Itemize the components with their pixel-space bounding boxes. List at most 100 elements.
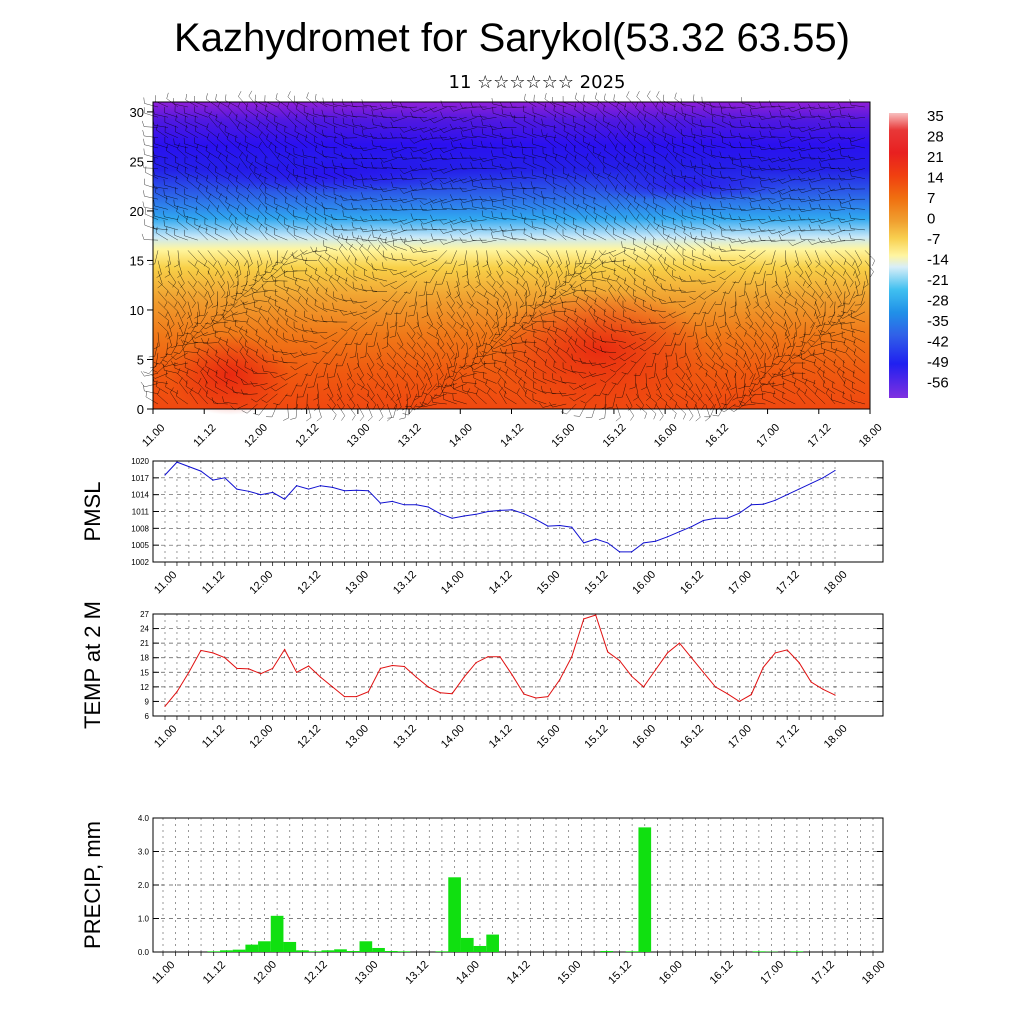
wind-barb	[616, 383, 627, 398]
wind-barb	[187, 311, 193, 330]
data-point	[774, 652, 776, 654]
wind-barb	[475, 270, 481, 289]
wind-barb	[359, 145, 378, 152]
wind-barb	[850, 394, 866, 405]
wind-barb	[768, 144, 786, 150]
wind-barb	[574, 338, 587, 353]
wind-barb	[165, 196, 179, 210]
wind-barb	[286, 164, 298, 179]
wind-barb	[673, 321, 686, 335]
wind-barb	[710, 241, 726, 251]
wind-barb	[469, 176, 487, 182]
wind-barb	[439, 228, 457, 234]
wind-barb	[175, 176, 188, 190]
wind-barb	[391, 253, 407, 261]
wind-barb	[184, 198, 198, 210]
wind-barb	[600, 373, 617, 383]
wind-barb	[585, 204, 597, 220]
wind-barb	[230, 281, 238, 298]
wind-barb	[255, 155, 268, 169]
wind-barb	[347, 255, 358, 272]
wind-barb	[628, 342, 647, 350]
wind-barb	[235, 175, 248, 190]
colorbar-label: -14	[927, 252, 949, 269]
data-point	[619, 660, 621, 662]
wind-barb	[459, 217, 477, 223]
wind-barb	[758, 226, 776, 232]
wind-barb	[265, 226, 278, 241]
data-point	[654, 669, 657, 671]
wind-barb	[704, 403, 716, 418]
wind-barb	[588, 360, 607, 366]
wind-barb	[429, 198, 447, 204]
wind-barb	[167, 270, 177, 288]
wind-barb	[542, 167, 557, 179]
precip-bar	[384, 950, 398, 952]
wind-barb	[376, 383, 389, 399]
x-tick-label: 16.00	[657, 959, 685, 987]
wind-barb	[406, 352, 419, 368]
y-tick-label: 1002	[131, 558, 149, 567]
wind-barb	[334, 196, 348, 210]
wind-barb	[695, 352, 703, 370]
wind-barb	[211, 325, 228, 333]
precip-bar	[638, 827, 652, 952]
wind-barb	[485, 379, 497, 394]
wind-barb	[635, 102, 647, 118]
wind-barb	[768, 215, 786, 222]
series-line	[164, 461, 836, 553]
data-point	[798, 661, 800, 664]
wind-barb	[293, 157, 308, 169]
wind-barb	[579, 260, 597, 270]
wind-barb	[603, 156, 617, 169]
wind-barb	[471, 139, 487, 149]
wind-barb	[695, 342, 702, 360]
wind-barb	[353, 270, 368, 282]
data-point	[822, 688, 824, 690]
wind-barb	[852, 370, 866, 384]
wind-barb	[805, 301, 817, 317]
wind-barb	[563, 207, 577, 220]
wind-barb	[177, 143, 189, 159]
wind-barb	[460, 163, 477, 170]
wind-barb	[496, 250, 503, 268]
wind-barb	[170, 352, 188, 360]
wind-barb	[562, 106, 577, 118]
x-tick-label: 13.00	[353, 959, 381, 987]
wind-barb	[491, 232, 507, 241]
wind-barb	[817, 147, 836, 153]
wind-barb	[546, 250, 554, 268]
wind-barb	[261, 393, 278, 403]
wind-barb	[406, 332, 416, 349]
wind-barb	[584, 287, 597, 302]
wind-barb	[194, 137, 208, 149]
wind-barb	[843, 338, 856, 353]
wind-barb	[739, 260, 756, 270]
wind-barb	[549, 402, 567, 408]
wind-barb	[748, 389, 766, 396]
chart-title: Kazhydromet for Sarykol(53.32 63.55)	[174, 16, 850, 60]
wind-barb	[624, 185, 637, 200]
wind-barb	[655, 112, 667, 128]
wind-barb	[788, 225, 806, 232]
wind-barb	[410, 203, 427, 210]
wind-barb	[459, 126, 477, 132]
wind-barb	[391, 181, 407, 190]
wind-barb	[787, 332, 796, 348]
wind-barb	[594, 215, 607, 231]
wind-barb	[661, 219, 676, 231]
data-point	[499, 509, 501, 511]
wind-barb	[652, 187, 666, 200]
wind-barb	[459, 178, 477, 184]
wind-barb	[429, 393, 447, 400]
wind-barb	[725, 342, 738, 356]
wind-barb	[301, 324, 318, 333]
wind-barb	[413, 311, 419, 329]
data-point	[762, 666, 764, 669]
wind-barb	[593, 227, 607, 241]
wind-barb	[452, 393, 467, 405]
wind-barb	[206, 133, 218, 149]
y-tick-label: 1014	[131, 491, 149, 500]
wind-barb	[513, 115, 527, 128]
